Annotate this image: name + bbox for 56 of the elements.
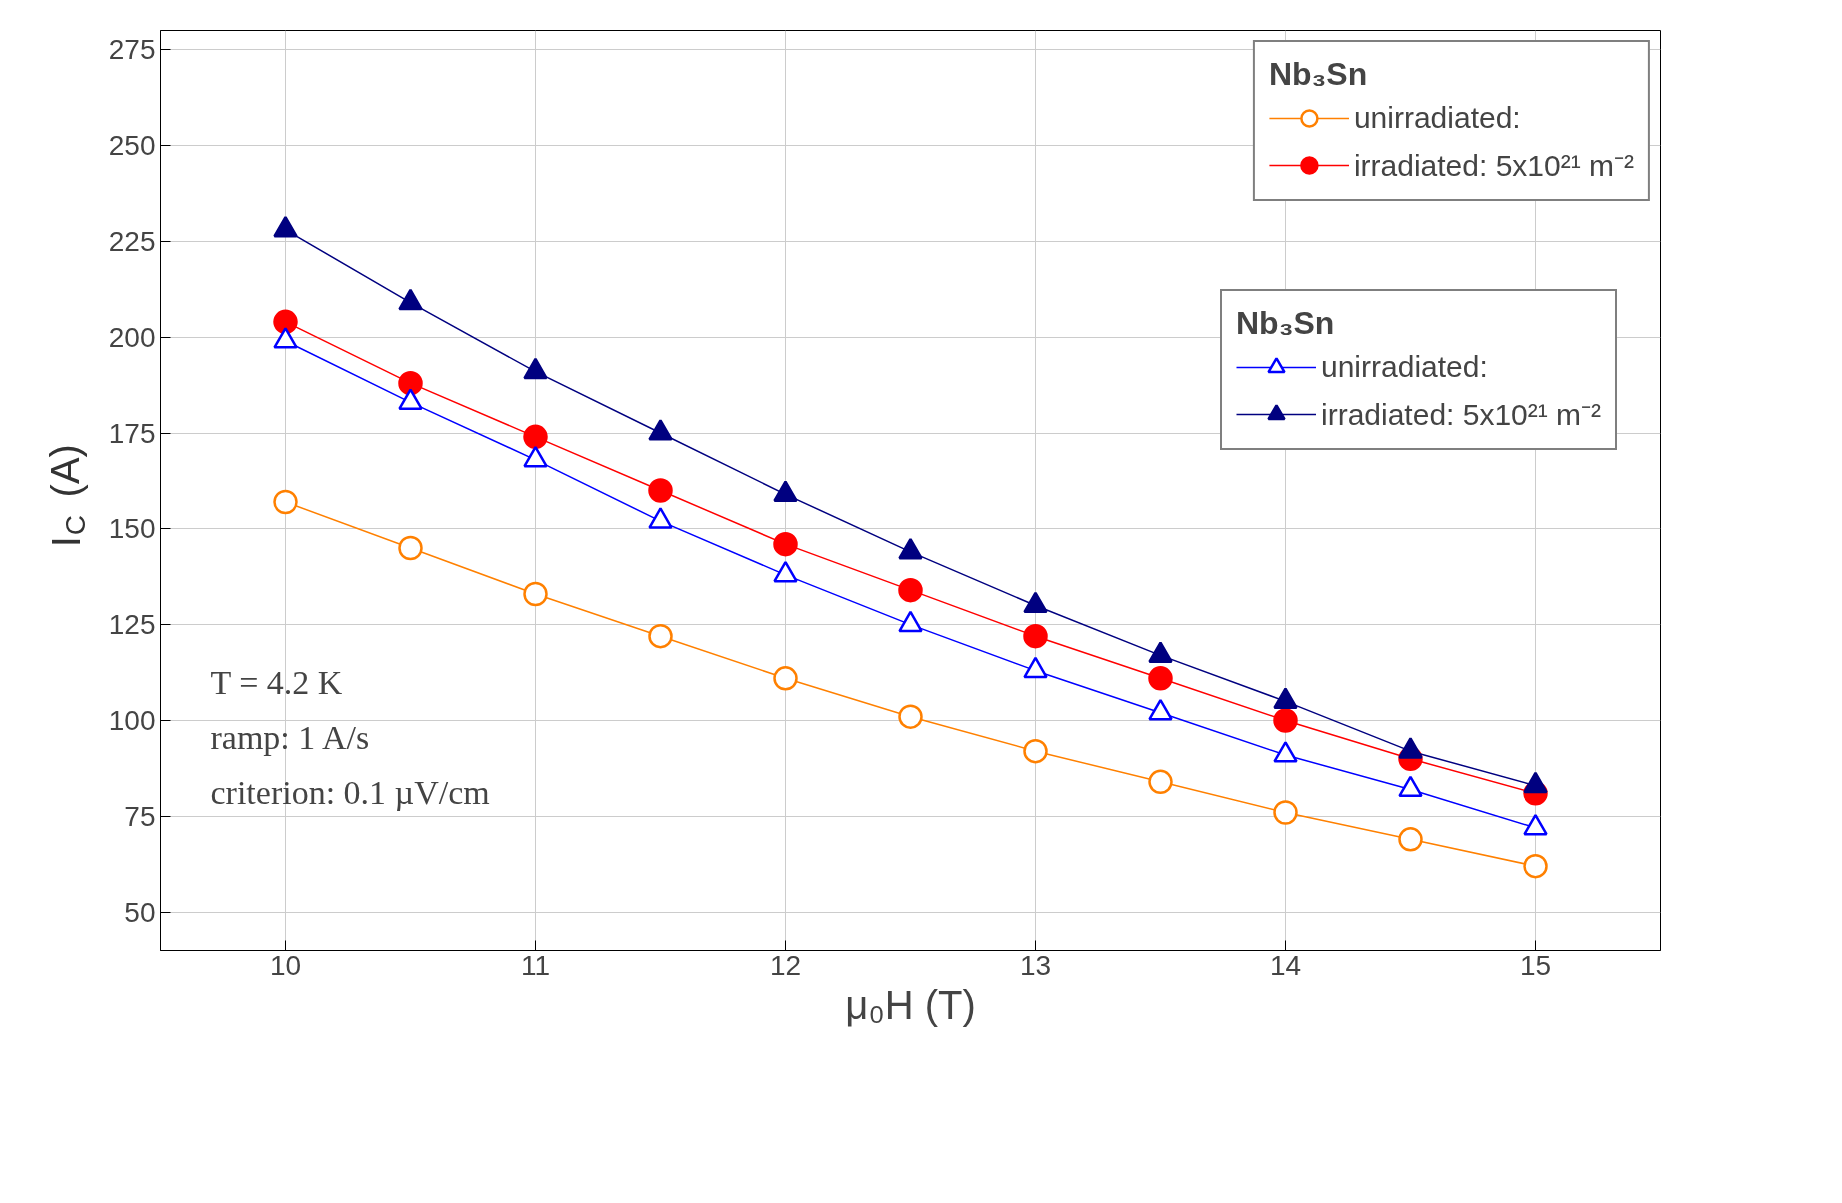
annotation: ramp: 1 A/s xyxy=(210,718,370,756)
y-tick-label: 150 xyxy=(108,513,156,545)
y-tick-label: 100 xyxy=(108,705,156,736)
y-tick-label: 275 xyxy=(108,34,156,66)
point xyxy=(1398,827,1423,852)
annotation: T = 4.2 K xyxy=(210,663,343,701)
x-tick-label: 11 xyxy=(520,949,551,981)
point xyxy=(1148,666,1173,691)
x-tick-label: 12 xyxy=(769,949,802,981)
x-tick-label: 13 xyxy=(1019,949,1052,981)
y-tick-label: 225 xyxy=(108,225,156,257)
annotation: Nb₃Sn xyxy=(1268,56,1369,93)
point xyxy=(648,507,673,529)
point xyxy=(398,535,423,561)
point xyxy=(398,388,423,410)
y-tick-label: 125 xyxy=(108,609,156,641)
y-tick-label: 200 xyxy=(108,321,156,353)
y-tick-label: 175 xyxy=(108,417,156,449)
point xyxy=(1273,708,1298,733)
point xyxy=(1023,591,1048,614)
point xyxy=(273,215,298,238)
point xyxy=(523,581,548,607)
point xyxy=(1523,853,1548,879)
point xyxy=(898,537,923,560)
point xyxy=(898,577,923,603)
x-tick-label: 10 xyxy=(269,949,302,981)
point xyxy=(1148,769,1173,795)
point xyxy=(648,478,673,503)
point xyxy=(273,489,298,515)
point xyxy=(398,288,423,311)
point xyxy=(773,531,798,557)
point xyxy=(648,419,673,441)
point xyxy=(523,445,548,468)
y-axis-title: IC (A) xyxy=(43,444,91,548)
x-axis-title: μ₀H (T) xyxy=(845,982,976,1027)
legend-label: unirradiated: xyxy=(1353,101,1521,135)
legend-label: irradiated: 5x10²¹ m⁻² xyxy=(1321,397,1602,433)
point xyxy=(773,480,798,502)
legend-label: irradiated: 5x10²¹ m⁻² xyxy=(1353,148,1634,184)
y-tick-label: 250 xyxy=(108,130,156,161)
point xyxy=(273,327,298,349)
x-tick-label: 14 xyxy=(1269,949,1302,981)
annotation: Nb₃Sn xyxy=(1236,305,1336,342)
point xyxy=(1023,738,1048,764)
point xyxy=(1023,623,1048,649)
x-tick-label: 15 xyxy=(1519,949,1552,981)
point xyxy=(898,704,923,729)
point xyxy=(1273,800,1298,825)
point xyxy=(523,357,548,380)
point xyxy=(773,666,798,691)
y-tick-label: 50 xyxy=(124,896,156,928)
legend-label: unirradiated: xyxy=(1321,350,1488,384)
annotation: criterion: 0.1 µV/cm xyxy=(210,773,490,811)
point xyxy=(773,560,798,583)
y-tick-label: 75 xyxy=(124,800,156,832)
point xyxy=(648,623,673,649)
